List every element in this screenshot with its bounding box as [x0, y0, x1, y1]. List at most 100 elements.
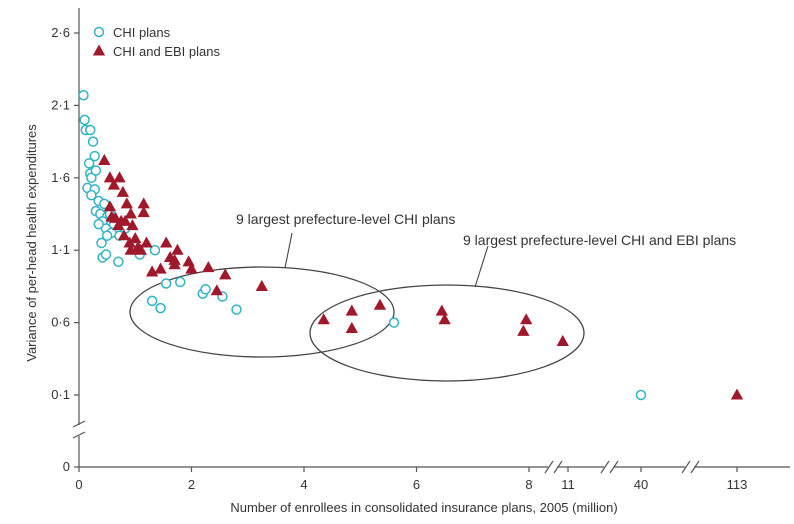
x-axis-break-mark [600, 460, 610, 474]
chi-ebi-plans-point [112, 219, 125, 231]
chi-ebi-plans-point [120, 197, 133, 209]
x-tick-label: 6 [413, 477, 420, 492]
chi-ebi-plans-point [219, 268, 232, 280]
legend-chi-ebi-plans-label: CHI and EBI plans [113, 44, 220, 59]
chi-plans-point [78, 90, 89, 101]
x-axis-break-mark [609, 460, 619, 474]
chi-plans-point [85, 124, 96, 136]
chi-ebi-plans-point [124, 243, 137, 255]
y-tick-label: 0 [63, 459, 70, 474]
chi-ebi-plans-point [140, 236, 153, 248]
chi-ebi-plans-point [345, 304, 358, 316]
chi-ebi-plans-point [137, 206, 150, 218]
x-axis-break-mark [690, 460, 700, 474]
chi-plans-point [86, 189, 97, 201]
chi-plans-point [96, 237, 107, 249]
y-tick-label: 2·1 [51, 97, 70, 112]
chi-ebi-plans-point [730, 388, 744, 400]
x-axis-title: Number of enrollees in consolidated insu… [230, 500, 617, 515]
chi-plans-point [79, 114, 90, 126]
chi-ebi-plans-ellipse [309, 284, 585, 382]
chi-plans-point [231, 304, 242, 315]
chi-ebi-plans-point [124, 207, 137, 219]
y-axis-break-mark [72, 420, 86, 428]
chi-plans-point [635, 389, 647, 401]
chi-plans-point [83, 158, 95, 169]
chi-ebi-plans-point [438, 313, 451, 325]
chi-plans-point [101, 230, 113, 241]
chi-plans-ellipse [129, 266, 395, 358]
data-points [78, 90, 744, 401]
chi-ebi-plans-point [345, 321, 358, 333]
chi-plans-point [149, 244, 161, 256]
chi-ebi-plans-point [520, 313, 533, 325]
chi-plans-point [100, 249, 112, 260]
chi-ebi-plans-point [129, 232, 142, 244]
x-tick-label: 113 [727, 477, 748, 492]
y-tick-label: 0·6 [51, 315, 70, 330]
x-tick-label: 11 [561, 477, 575, 492]
x-axis-break-mark [681, 460, 691, 474]
chi-ebi-plans-point [134, 243, 148, 255]
chi-plans-point [89, 150, 100, 162]
chi-plans-point [200, 284, 211, 295]
chi-ebi-plans-point [98, 153, 111, 165]
chi-ebi-plans-point [103, 200, 117, 212]
y-tick-label: 2·6 [51, 25, 70, 40]
chi-plans-point [113, 256, 124, 268]
chi-ebi-plans-point [202, 261, 215, 273]
chi-ebi-plans-point [116, 185, 130, 197]
chi-plans-point [93, 218, 104, 230]
annotation-chi-ebi-plans: 9 largest prefecture-level CHI and EBI p… [463, 232, 736, 248]
annotation-ellipses: 9 largest prefecture-level CHI plans 9 la… [129, 211, 736, 382]
legend-chi-plans-marker [93, 26, 105, 38]
chi-ebi-plans-point [210, 284, 223, 296]
chi-ebi-plans-point [255, 279, 268, 291]
chi-ebi-plans-point [373, 298, 387, 310]
chi-ebi-plans-point [317, 313, 330, 325]
y-tick-label: 1·1 [51, 242, 70, 257]
y-tick-label: 1·6 [51, 170, 70, 185]
chi-ebi-plans-point [160, 236, 173, 248]
chi-plans-point [86, 172, 97, 184]
legend-chi-plans-label: CHI plans [113, 25, 171, 40]
chi-ebi-plans-point [123, 236, 136, 248]
chi-plans-point [175, 276, 186, 288]
chi-plans-point [90, 165, 102, 176]
legend: CHI plans CHI and EBI plans [92, 25, 220, 59]
x-axis-break-mark [553, 460, 563, 474]
chi-plans-leader-line [284, 232, 293, 269]
chi-plans-point [87, 136, 99, 147]
y-tick-label: 0·1 [51, 387, 70, 402]
chi-plans-point [388, 317, 400, 328]
chi-ebi-plans-point [182, 255, 195, 267]
chi-ebi-plans-point [113, 171, 126, 183]
chi-ebi-plans-point [103, 171, 117, 183]
chi-plans-point [155, 302, 166, 314]
x-tick-label: 2 [188, 477, 195, 492]
chi-ebi-plans-point [435, 304, 448, 316]
chi-ebi-plans-point [154, 262, 167, 274]
y-axis-break-mark [72, 431, 86, 439]
legend-chi-ebi-plans-marker [92, 44, 106, 56]
x-tick-label: 40 [634, 477, 648, 492]
x-tick-label: 0 [75, 477, 82, 492]
chi-plans-point [146, 295, 158, 307]
axes [72, 8, 790, 474]
chi-ebi-plans-point [556, 334, 569, 346]
chi-ebi-plans-point [185, 262, 198, 274]
chi-ebi-plans-point [137, 197, 150, 209]
chi-ebi-plans-point [118, 214, 132, 226]
chi-ebi-plans-point [107, 178, 121, 190]
chi-ebi-plans-point [145, 265, 159, 277]
x-axis-break-mark [544, 460, 554, 474]
annotation-chi-plans: 9 largest prefecture-level CHI plans [236, 211, 455, 227]
x-tick-label: 4 [300, 477, 307, 492]
chi-ebi-plans-point [171, 243, 184, 255]
chi-plans-point [160, 278, 172, 289]
axis-labels: 0 0·1 0·6 1·1 1·6 2·1 2·6 0 2 4 6 8 11 40 113 Number of… [24, 25, 747, 515]
chi-ebi-plans-point [117, 229, 131, 241]
chi-ebi-plans-leader-line [474, 245, 489, 288]
x-tick-label: 8 [525, 477, 532, 492]
